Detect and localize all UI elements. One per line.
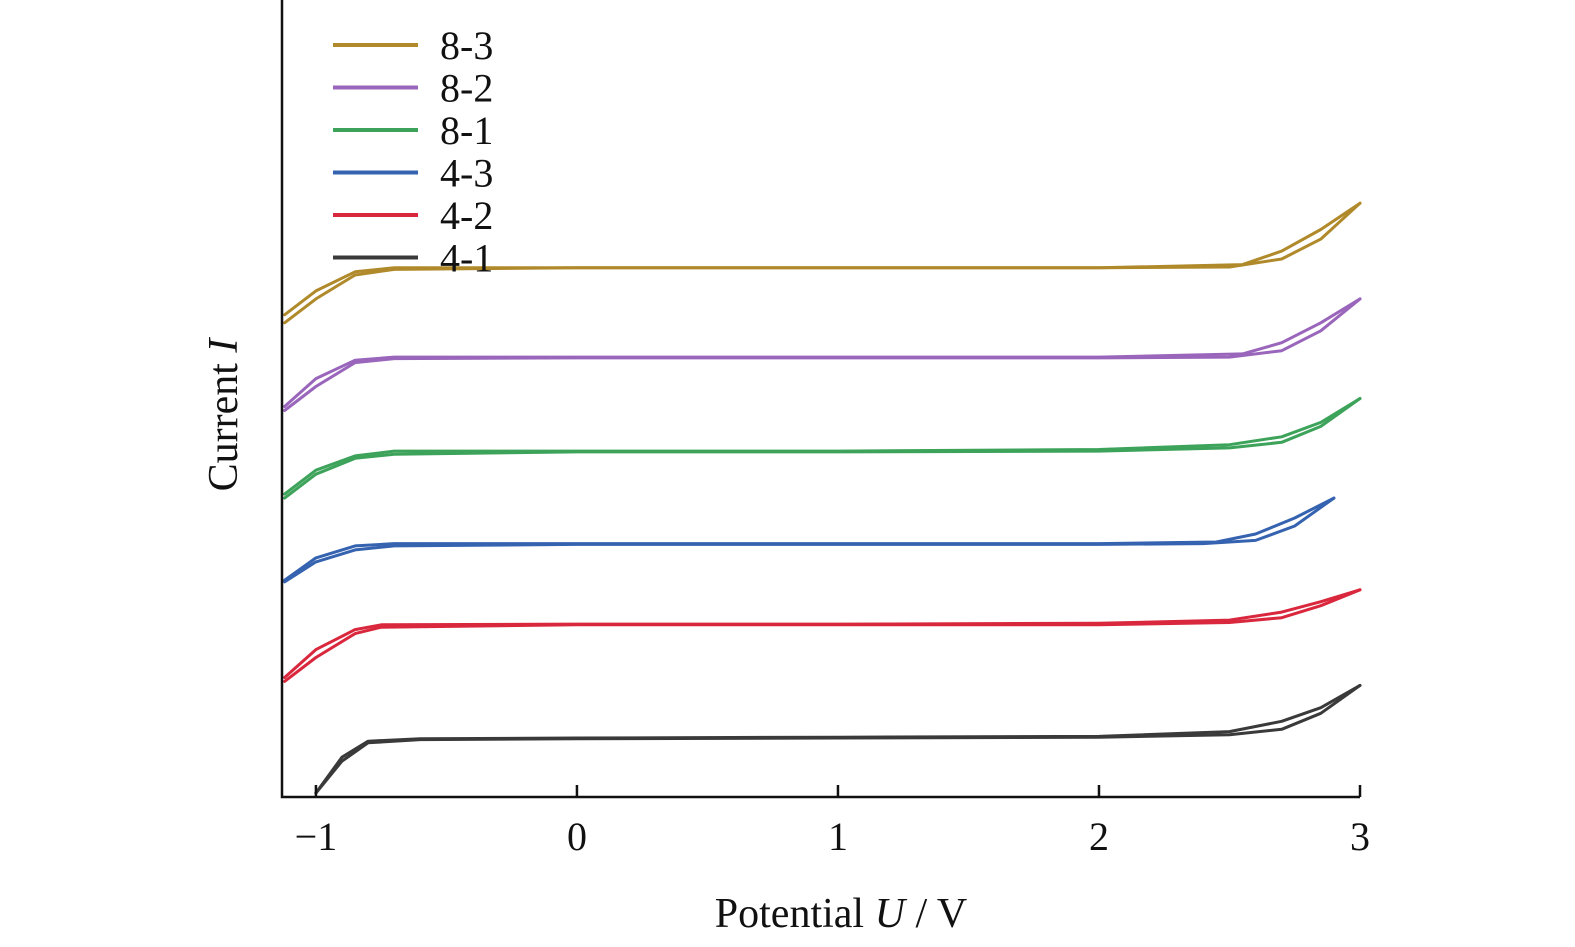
legend-label: 8-3 [440,23,493,68]
series-8-1 [283,397,1362,500]
x-tick-label: 1 [828,814,848,859]
series-4-3-reverse-sweep [283,496,1336,582]
series-4-1 [314,683,1362,795]
legend-label: 8-1 [440,108,493,153]
x-axis-ticks: −1 0 1 2 3 [295,785,1370,859]
axes-layer: −1 0 1 2 3 [280,0,1370,859]
series-layer [283,201,1362,795]
series-8-1-reverse-sweep [283,397,1362,496]
series-8-3 [283,201,1362,325]
x-tick-label: −1 [295,814,338,859]
legend-item: 8-1 [333,108,493,153]
y-axis-label-text: Current [201,353,247,492]
series-4-3-forward-sweep [283,496,1336,584]
legend-label: 8-2 [440,66,493,111]
y-axis-label: Current I [201,337,247,492]
legend-item: 4-3 [333,151,493,196]
series-4-2-forward-sweep [283,588,1362,683]
series-4-2-reverse-sweep [283,588,1362,679]
y-axis-label-variable: I [201,337,247,354]
x-tick-label: 0 [567,814,587,859]
series-8-3-reverse-sweep [283,201,1362,317]
axis-frame [280,0,1360,799]
legend-item: 4-1 [333,236,493,281]
legend-item: 8-2 [333,66,493,111]
x-tick-label: 2 [1089,814,1109,859]
series-8-1-forward-sweep [283,397,1362,500]
series-4-3 [283,496,1336,584]
x-tick-label: 3 [1350,814,1370,859]
legend-item: 8-3 [333,23,493,68]
series-4-2 [283,588,1362,683]
x-axis-label-unit: / V [905,891,967,937]
legend-label: 4-1 [440,236,493,281]
legend: 8-38-28-14-34-24-1 [333,23,493,281]
legend-label: 4-3 [440,151,493,196]
series-8-2-reverse-sweep [283,297,1362,408]
legend-label: 4-2 [440,193,493,238]
series-8-2 [283,297,1362,412]
x-axis-label-variable: U [875,891,908,937]
legend-item: 4-2 [333,193,493,238]
series-4-1-reverse-sweep [314,683,1362,795]
x-axis-label: Potential U / V [715,891,967,937]
x-axis-label-text: Potential [715,891,875,937]
